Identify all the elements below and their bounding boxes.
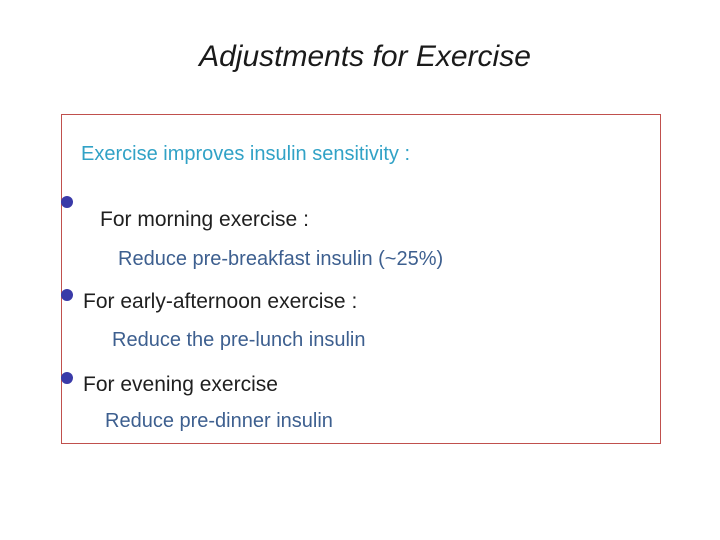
bullet-dot-icon bbox=[61, 196, 73, 208]
content-box bbox=[61, 114, 661, 444]
list-item-heading: For early-afternoon exercise : bbox=[83, 290, 358, 313]
bullet-dot-icon bbox=[61, 372, 73, 384]
list-item-heading: For evening exercise bbox=[83, 373, 278, 396]
slide-title: Adjustments for Exercise bbox=[199, 40, 531, 73]
list-item-detail: Reduce pre-dinner insulin bbox=[105, 410, 333, 432]
bullet-dot-icon bbox=[61, 289, 73, 301]
list-item-detail: Reduce the pre-lunch insulin bbox=[112, 329, 366, 351]
list-item-heading: For morning exercise : bbox=[100, 208, 309, 231]
intro-text: Exercise improves insulin sensitivity : bbox=[81, 143, 410, 165]
list-item-detail: Reduce pre-breakfast insulin (~25%) bbox=[118, 248, 444, 270]
